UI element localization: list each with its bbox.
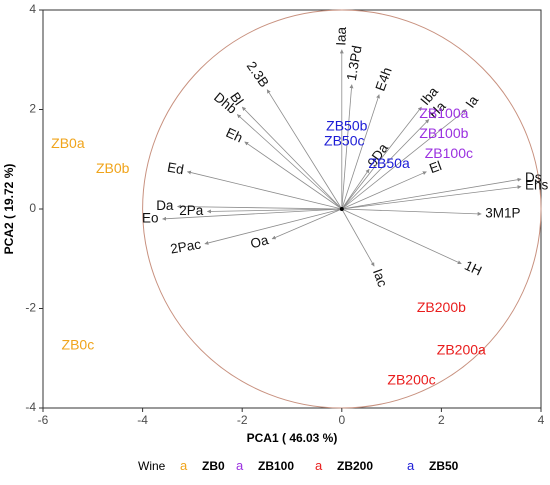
- variable-arrow: [177, 204, 342, 210]
- variable-label: El: [427, 158, 443, 176]
- variable-arrow: [204, 208, 342, 245]
- variable-label: Eh: [224, 125, 245, 146]
- variable-arrow: [341, 208, 482, 216]
- legend-key: a: [180, 458, 188, 473]
- variable-arrow: [341, 185, 522, 210]
- variable-arrow: [341, 177, 522, 210]
- variable-label: 2Pa: [179, 203, 204, 218]
- variable-arrow: [341, 208, 462, 265]
- variable-label: 1.3Pd: [344, 44, 365, 81]
- observation-label: ZB0c: [62, 337, 95, 353]
- variable-arrow: [206, 208, 342, 214]
- variable-arrow: [162, 208, 342, 221]
- observation-label: ZB0a: [51, 135, 85, 151]
- variable-arrow: [236, 114, 343, 210]
- x-tick-label: -4: [137, 413, 148, 427]
- x-tick-label: 2: [438, 413, 445, 427]
- variable-arrow: [341, 109, 467, 210]
- observation-label: ZB50a: [368, 155, 409, 171]
- variable-arrow: [341, 84, 354, 210]
- variable-arrow: [341, 208, 375, 267]
- y-tick-label: -2: [25, 301, 36, 315]
- variable-label: Oa: [249, 232, 271, 251]
- variable-arrow: [241, 106, 343, 210]
- y-tick-label: 0: [29, 201, 36, 215]
- legend-title: Wine: [138, 459, 166, 473]
- variable-arrow: [341, 94, 380, 210]
- plot-panel: [42, 9, 542, 409]
- legend-entry: ZB50: [429, 459, 459, 473]
- variable-label: Ed: [166, 160, 185, 178]
- legend-entry: ZB200: [337, 459, 373, 473]
- observation-label: ZB0b: [96, 160, 130, 176]
- x-tick-label: -6: [38, 413, 49, 427]
- x-tick-label: 0: [338, 413, 345, 427]
- variable-label: 3M1P: [485, 206, 520, 221]
- observation-label: ZB200a: [437, 341, 486, 357]
- observation-label: ZB100a: [419, 105, 468, 121]
- observation-label: ZB200c: [387, 371, 435, 387]
- x-axis-title: PCA1 ( 46.03 %): [247, 431, 338, 445]
- variable-arrow: [187, 170, 342, 210]
- observation-label: ZB100c: [425, 145, 473, 161]
- legend-entry: ZB0: [202, 459, 225, 473]
- variable-label: Ds: [525, 170, 542, 185]
- variable-label: Iac: [370, 267, 390, 289]
- legend-entry: ZB100: [258, 459, 294, 473]
- legend-key: a: [407, 458, 415, 473]
- variable-arrow: [244, 141, 343, 210]
- y-tick-label: -4: [25, 400, 36, 414]
- variable-arrow: [341, 168, 370, 210]
- variable-label: Ehs: [525, 178, 549, 193]
- variable-label: Iaa: [333, 26, 349, 46]
- legend-key: a: [236, 458, 244, 473]
- variable-arrow: [341, 106, 422, 210]
- observation-label: ZB50c: [324, 133, 364, 149]
- y-axis-title: PCA2 ( 19.72 %): [2, 164, 16, 255]
- observation-label: ZB100b: [419, 125, 468, 141]
- x-tick-label: -2: [237, 413, 248, 427]
- variable-arrow: [271, 208, 342, 240]
- x-tick-label: 4: [538, 413, 545, 427]
- y-tick-label: 4: [29, 2, 36, 16]
- origin-point: [339, 207, 344, 211]
- variable-arrow: [341, 119, 430, 210]
- variable-label: Eo: [142, 211, 159, 226]
- variable-label: 2Pac: [169, 236, 202, 256]
- legend-key: a: [315, 458, 323, 473]
- variable-arrow: [266, 89, 343, 210]
- variable-label: Da: [156, 198, 174, 213]
- y-tick-label: 2: [29, 102, 36, 116]
- observation-label: ZB50b: [326, 118, 367, 134]
- variable-label: 1H: [462, 258, 484, 279]
- variable-arrow: [341, 171, 427, 210]
- observation-label: ZB200b: [417, 299, 466, 315]
